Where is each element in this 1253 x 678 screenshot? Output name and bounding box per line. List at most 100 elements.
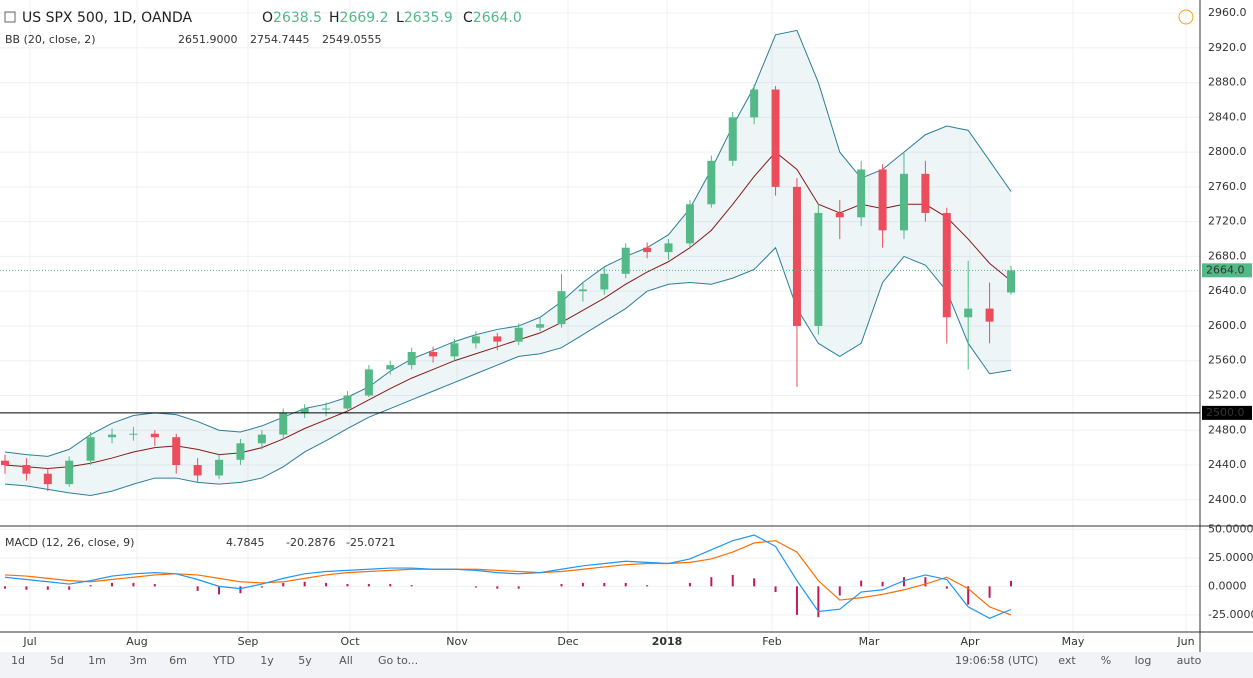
range-button[interactable]: 5y [298, 654, 312, 667]
candle-body [771, 89, 780, 187]
candle-body [899, 173, 908, 231]
range-button[interactable]: 6m [169, 654, 187, 667]
candle-body [257, 434, 266, 444]
alert-icon[interactable] [1178, 9, 1194, 25]
hline-label: 2500.0 [1206, 406, 1245, 419]
candle-body [1, 460, 9, 466]
x-tick-label: Oct [340, 635, 360, 648]
range-button[interactable]: YTD [212, 654, 235, 667]
y-tick-label: 2600.0 [1208, 319, 1247, 332]
x-tick-label: Nov [446, 635, 468, 648]
range-button[interactable]: 1d [11, 654, 25, 667]
range-button[interactable]: 1m [88, 654, 106, 667]
candle-body [279, 412, 288, 435]
candle-body [578, 289, 587, 292]
candle-body [236, 443, 245, 460]
candle-body [514, 327, 523, 342]
ohlc-value: 2664.0 [473, 10, 522, 26]
candle-body [750, 89, 759, 118]
ohlc-item: H2669.2 [329, 10, 389, 26]
option-button[interactable]: log [1135, 654, 1152, 667]
last-price-label: 2664.0 [1206, 263, 1245, 276]
x-tick-label: Jul [22, 635, 36, 648]
candle-body [728, 117, 737, 161]
candle-body [814, 212, 823, 326]
bb-value: 2549.0555 [322, 33, 382, 46]
macd-line [4, 534, 1012, 619]
x-tick-label: Mar [859, 635, 880, 648]
goto-button[interactable]: Go to... [378, 654, 418, 667]
y-tick-label: 2800.0 [1208, 145, 1247, 158]
candle-body [300, 408, 309, 413]
candle-body [942, 212, 951, 318]
ohlc-key: C [463, 10, 473, 26]
candle-body [108, 434, 117, 438]
range-button[interactable]: 5d [50, 654, 64, 667]
toolbar [0, 652, 1253, 678]
candle-body [450, 343, 459, 357]
ohlc-value: 2638.5 [273, 10, 322, 26]
y-tick-label: 2760.0 [1208, 180, 1247, 193]
candle-body [43, 473, 52, 485]
range-button[interactable]: All [339, 654, 353, 667]
x-tick-label: Jun [1176, 635, 1194, 648]
candle-body [600, 273, 609, 290]
range-button[interactable]: 3m [129, 654, 147, 667]
option-button[interactable]: % [1101, 654, 1111, 667]
macd-value: -20.2876 [286, 536, 335, 549]
y-tick-label: 2880.0 [1208, 76, 1247, 89]
header-collapse-icon [4, 11, 16, 23]
candle-body [685, 204, 694, 244]
ohlc-key: H [329, 10, 340, 26]
candle-body [621, 247, 630, 274]
ohlc-item: O2638.5 [262, 10, 322, 26]
candle-body [857, 169, 866, 218]
candle-body [215, 459, 224, 476]
candle-body [429, 352, 438, 357]
candle-body [536, 324, 545, 328]
candle-body [386, 365, 395, 370]
candle-body [343, 395, 352, 409]
ohlc-item: C2664.0 [463, 10, 522, 26]
ohlc-key: L [396, 10, 404, 26]
option-button[interactable]: auto [1177, 654, 1202, 667]
candle-body [322, 408, 331, 410]
bollinger-fill [5, 30, 1011, 496]
ohlc-value: 2669.2 [340, 10, 389, 26]
y-tick-label: 2640.0 [1208, 284, 1247, 297]
y-tick-label: 2480.0 [1208, 423, 1247, 436]
bb-value: 2754.7445 [250, 33, 310, 46]
y-tick-label: 50.0000 [1208, 522, 1253, 535]
candle-body [964, 308, 973, 318]
y-tick-label: 2440.0 [1208, 458, 1247, 471]
candle-body [792, 186, 801, 326]
clock: 19:06:58 (UTC) [955, 654, 1038, 667]
bollinger-upper [4, 29, 1012, 457]
x-tick-label: Apr [960, 635, 980, 648]
bb-legend: BB (20, close, 2) [5, 33, 96, 46]
x-tick-label: 2018 [652, 635, 683, 648]
candle-body [86, 437, 95, 461]
y-tick-label: 25.0000 [1208, 551, 1253, 564]
hline-label-box [1202, 405, 1252, 420]
candle-body [664, 243, 673, 253]
candle-body [193, 465, 202, 476]
option-button[interactable]: ext [1058, 654, 1076, 667]
y-tick-label: 2680.0 [1208, 249, 1247, 262]
x-tick-label: Feb [762, 635, 781, 648]
y-tick-label: -25.0000 [1208, 608, 1253, 621]
bb-value: 2651.9000 [178, 33, 238, 46]
range-button[interactable]: 1y [260, 654, 274, 667]
y-tick-label: 2920.0 [1208, 41, 1247, 54]
y-tick-label: 2840.0 [1208, 110, 1247, 123]
symbol: US SPX 500, 1D, OANDA [22, 10, 193, 26]
ohlc-item: L2635.9 [396, 10, 453, 26]
bb-name: BB (20, close, 2) [5, 33, 96, 46]
y-tick-label: 0.0000 [1208, 579, 1247, 592]
candle-body [407, 352, 416, 366]
candle-body [707, 160, 716, 205]
candle-body [835, 212, 844, 218]
candle-body [921, 173, 930, 213]
